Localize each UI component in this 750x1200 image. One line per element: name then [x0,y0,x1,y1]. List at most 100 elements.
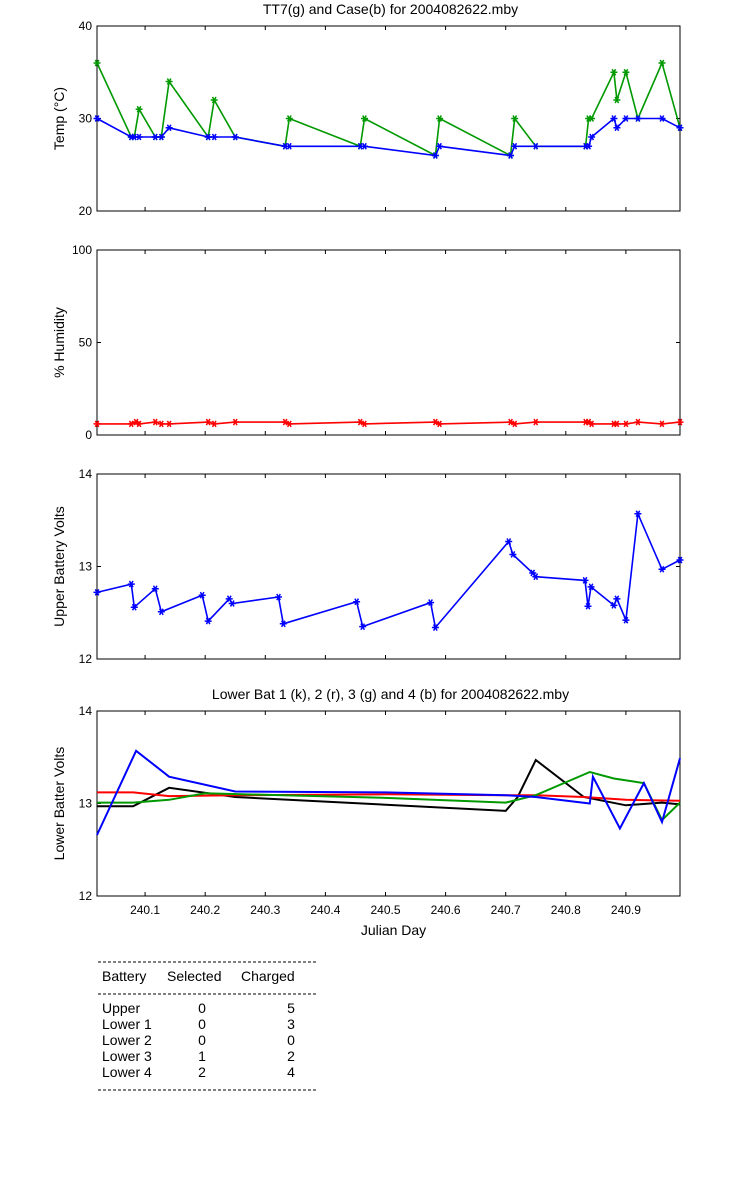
data-point [507,152,514,159]
data-point [130,603,138,611]
summary-table: Battery Selected Charged Upper 0 5 Lower… [98,961,316,1091]
data-point [285,142,293,150]
series-line [96,749,681,836]
data-point [511,420,519,428]
xlabel-julian-day: Julian Day [361,922,426,938]
humidity-ytick-label: 50 [79,336,93,350]
data-point [676,556,684,564]
table-header-selected: Selected [167,968,221,984]
upper-battery-ytick-label: 12 [79,652,93,666]
table-row-lower2-battery: Lower 2 [102,1032,152,1048]
humidity-ytick-label: 0 [85,428,92,442]
plot-lower-battery: Lower Bat 1 (k), 2 (r), 3 (g) and 4 (b) … [51,686,681,938]
data-point [353,598,361,606]
lower-battery-series-lower-bat-4 [96,749,681,836]
table-row-lower1-battery: Lower 1 [102,1016,152,1032]
temp-title: TT7(g) and Case(b) for 2004082622.mby [263,1,518,17]
upper-battery-ytick-label: 14 [79,467,93,481]
data-point [610,601,618,609]
data-point [210,420,218,428]
plot-temp: TT7(g) and Case(b) for 2004082622.mby 20 3… [51,1,684,218]
data-point [588,133,596,141]
data-point [622,420,630,428]
plot-upper-battery: 12 13 14 Upper Battery Volts [51,467,684,666]
temp-ytick-label: 20 [79,204,93,218]
xtick-label: 240.7 [491,903,521,917]
data-point [532,142,540,150]
data-point [427,599,435,606]
data-point [509,551,517,558]
temp-ylabel: Temp (°C) [51,87,67,150]
upper-battery-ytick-label: 13 [79,560,93,574]
table-row-lower2-charged: 0 [287,1032,295,1048]
data-point [165,124,173,132]
data-point [231,133,239,141]
data-point [93,589,101,596]
data-point [93,59,101,67]
xtick-label: 240.5 [370,903,400,917]
data-point [151,418,159,426]
upper-battery-series-upper [93,510,684,631]
data-point [610,68,618,76]
data-point [676,124,684,132]
humidity-series-humidity [93,418,684,428]
data-point [93,115,101,122]
lower-battery-ytick-label: 12 [79,889,93,903]
xtick-label: 240.2 [190,903,220,917]
data-point [285,115,293,122]
data-point [613,96,621,104]
data-point [436,115,444,122]
data-point [157,420,165,428]
data-point [165,78,173,85]
temp-series-tt7 [93,59,684,159]
table-row-lower3-selected: 1 [198,1048,206,1064]
table-row-upper-selected: 0 [198,1000,206,1016]
table-row-lower2-selected: 0 [198,1032,206,1048]
data-point [135,420,143,428]
xtick-label: 240.4 [310,903,340,917]
data-point [658,115,666,122]
lower-battery-ytick-label: 13 [79,797,93,811]
data-point [359,623,367,631]
data-point [210,133,218,141]
data-point [622,616,630,624]
table-row-lower1-charged: 3 [287,1016,295,1032]
data-point [204,617,212,625]
data-point [127,580,135,588]
data-point [231,418,239,426]
lower-battery-plot-frame [96,710,681,897]
data-point [151,133,159,141]
humidity-ytick-label: 100 [72,243,92,257]
lower-battery-title: Lower Bat 1 (k), 2 (r), 3 (g) and 4 (b) … [212,686,569,702]
data-point [585,142,593,150]
data-point [210,96,218,104]
data-point [511,115,519,122]
upper-battery-ylabel: Upper Battery Volts [51,506,67,627]
data-point [610,115,618,122]
xtick-label: 240.6 [431,903,461,917]
data-point [505,538,513,545]
table-row-lower3-charged: 2 [287,1048,295,1064]
data-point [634,510,642,518]
data-point [157,133,165,141]
lower-battery-ylabel: Lower Batter Volts [51,747,67,861]
data-point [436,420,444,428]
data-point [436,142,444,150]
data-point [285,420,293,428]
humidity-ylabel: % Humidity [51,307,67,378]
data-point [151,585,159,593]
data-point [658,565,666,573]
data-point [581,576,589,584]
table-row-lower4-selected: 2 [198,1064,206,1080]
data-point [157,608,165,616]
upper-battery-plot-frame [96,473,681,660]
data-point [529,569,537,577]
temp-ytick-label: 30 [79,112,93,126]
table-row-lower3-battery: Lower 3 [102,1048,152,1064]
data-point [511,142,519,150]
data-point [613,595,621,603]
data-point [634,115,642,122]
data-point [228,600,236,607]
data-point [275,593,282,601]
